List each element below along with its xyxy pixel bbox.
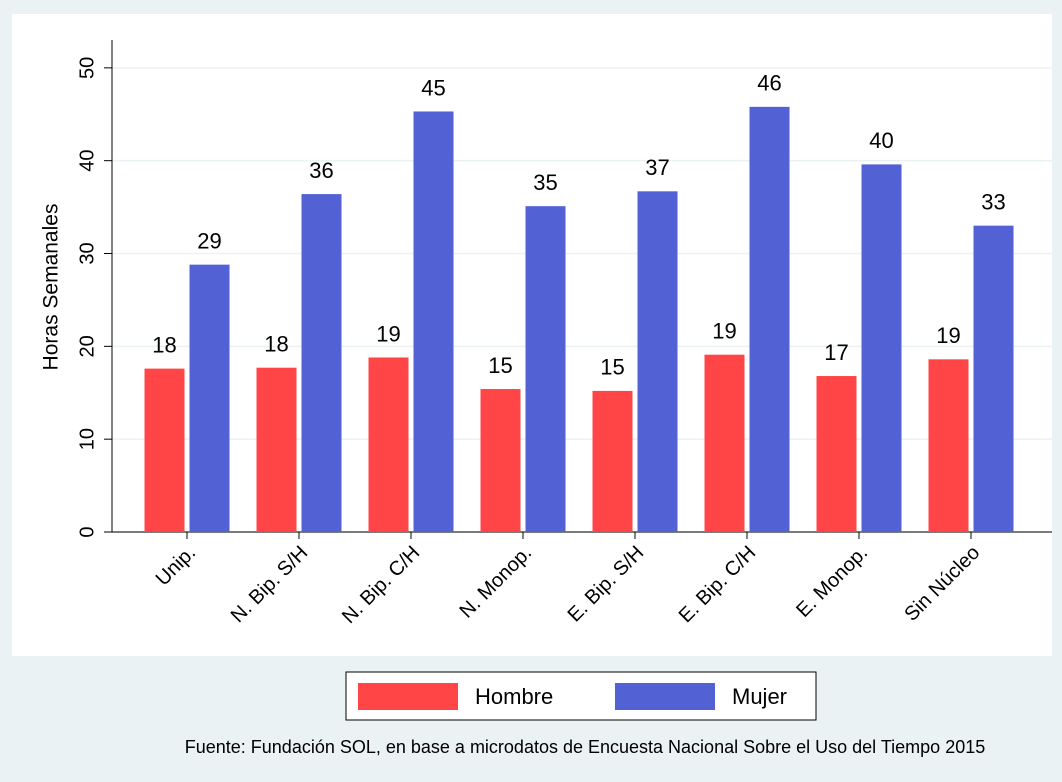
- bar: [256, 367, 297, 532]
- value-label: 45: [421, 75, 445, 100]
- bar: [301, 194, 342, 532]
- y-tick-label: 10: [76, 428, 98, 450]
- bar: [637, 191, 678, 532]
- legend-label: Hombre: [475, 684, 553, 709]
- value-label: 18: [152, 332, 176, 357]
- bar: [592, 390, 633, 532]
- bar: [704, 354, 745, 532]
- bar: [861, 164, 902, 532]
- value-label: 29: [197, 228, 221, 253]
- value-label: 15: [488, 353, 512, 378]
- bar: [749, 106, 790, 532]
- value-label: 33: [981, 189, 1005, 214]
- value-label: 18: [264, 332, 288, 357]
- y-tick-label: 40: [76, 150, 98, 172]
- y-tick-label: 0: [76, 526, 98, 537]
- value-label: 17: [824, 340, 848, 365]
- bar: [480, 389, 521, 532]
- source-note: Fuente: Fundación SOL, en base a microda…: [185, 737, 985, 757]
- bar: [928, 359, 969, 532]
- y-tick-label: 50: [76, 57, 98, 79]
- value-label: 35: [533, 170, 557, 195]
- y-tick-label: 30: [76, 242, 98, 264]
- value-label: 37: [645, 155, 669, 180]
- bar: [189, 264, 230, 532]
- bar: [368, 357, 409, 532]
- value-label: 19: [376, 321, 400, 346]
- y-axis-title: Horas Semanales: [40, 204, 63, 371]
- bar: [413, 111, 454, 532]
- bar: [816, 376, 857, 532]
- value-label: 19: [936, 323, 960, 348]
- value-label: 36: [309, 158, 333, 183]
- value-label: 15: [600, 355, 624, 380]
- bar: [525, 206, 566, 533]
- legend-swatch: [615, 683, 715, 710]
- value-label: 19: [712, 319, 736, 344]
- value-label: 40: [869, 128, 893, 153]
- legend-swatch: [358, 683, 458, 710]
- y-tick-label: 20: [76, 335, 98, 357]
- bar: [144, 368, 185, 532]
- legend-label: Mujer: [732, 684, 787, 709]
- bar: [973, 225, 1014, 532]
- value-label: 46: [757, 71, 781, 96]
